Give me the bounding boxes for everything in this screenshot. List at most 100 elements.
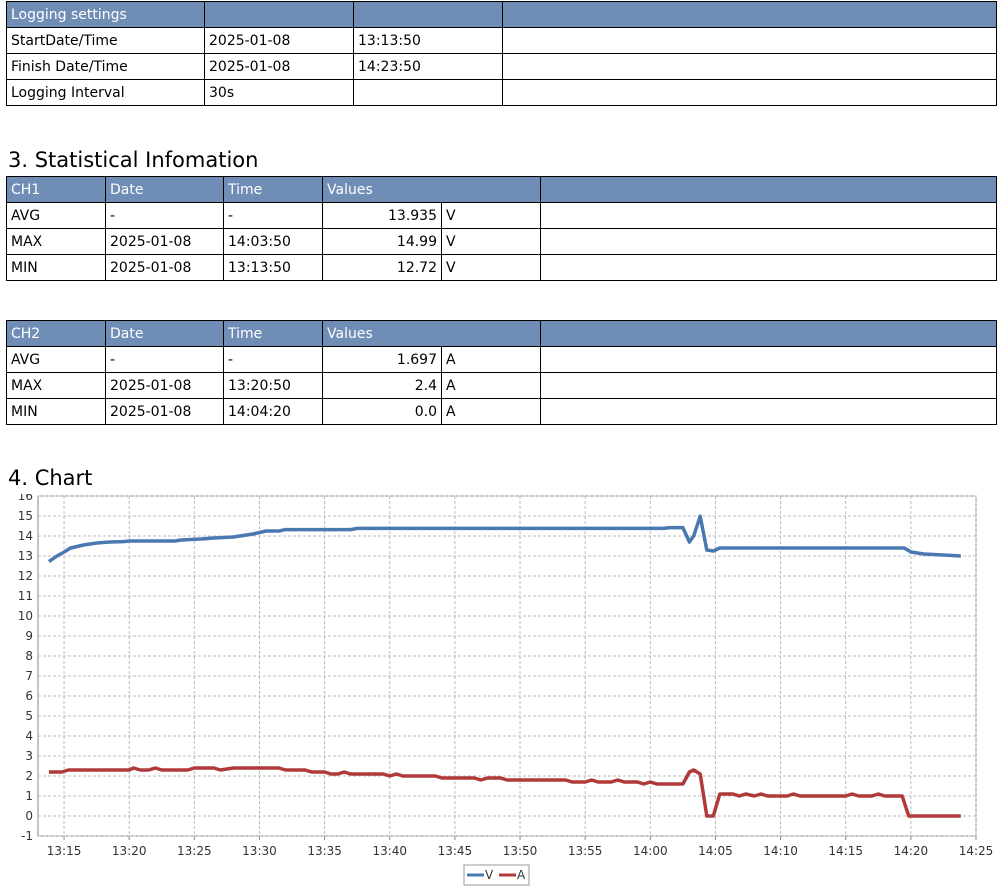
legend-label-a: A: [517, 868, 526, 882]
ch1-header-row: CH1 Date Time Values: [6, 176, 997, 203]
start-time-value: 13:13:50: [353, 27, 503, 54]
ch2-header-row: CH2 Date Time Values: [6, 320, 997, 347]
gridlines: [38, 495, 977, 837]
stat-label: AVG: [6, 202, 106, 229]
y-tick-label: -1: [21, 829, 33, 843]
y-tick-label: 2: [25, 769, 33, 783]
stat-value: 1.697: [322, 346, 442, 373]
stat-time: -: [223, 202, 323, 229]
stat-date: -: [105, 202, 224, 229]
y-tick-label: 3: [25, 749, 33, 763]
table-row: StartDate/Time 2025-01-08 13:13:50: [6, 27, 997, 54]
stat-value: 13.935: [322, 202, 442, 229]
series-line-v: [47, 514, 961, 564]
ch1-stats-table: CH1 Date Time Values AVG - - 13.935 V MA…: [6, 176, 997, 281]
stat-unit: V: [441, 202, 541, 229]
stat-label: MAX: [6, 228, 106, 255]
series-lines: [47, 514, 961, 818]
x-tick-label: 13:50: [503, 844, 538, 858]
empty-cell: [540, 346, 997, 373]
y-tick-label: 13: [18, 549, 33, 563]
date-header: Date: [105, 176, 224, 203]
values-header: Values: [322, 320, 541, 347]
finish-time-value: 14:23:50: [353, 53, 503, 80]
y-tick-label: 15: [18, 509, 33, 523]
x-tick-label: 14:00: [633, 844, 668, 858]
y-tick-label: 12: [18, 569, 33, 583]
values-header: Values: [322, 176, 541, 203]
table-row: AVG - - 1.697 A: [6, 346, 997, 373]
x-tick-label: 14:05: [698, 844, 733, 858]
ch2-header: CH2: [6, 320, 106, 347]
empty-cell: [502, 27, 997, 54]
stat-label: MAX: [6, 372, 106, 399]
x-tick-label: 13:35: [307, 844, 342, 858]
stat-unit: A: [441, 398, 541, 425]
empty-cell: [540, 228, 997, 255]
finish-date-value: 2025-01-08: [204, 53, 354, 80]
x-tick-label: 13:55: [568, 844, 603, 858]
time-header: Time: [223, 176, 323, 203]
header-blank: [204, 1, 354, 28]
y-tick-label: 16: [18, 494, 33, 503]
logging-interval-value: 30s: [204, 79, 354, 106]
stat-time: -: [223, 346, 323, 373]
x-tick-label: 13:30: [242, 844, 277, 858]
y-tick-label: 9: [25, 629, 33, 643]
table-row: MAX 2025-01-08 14:03:50 14.99 V: [6, 228, 997, 255]
table-row: Logging Interval 30s: [6, 79, 997, 106]
empty-cell: [540, 254, 997, 281]
x-tick-label: 13:40: [372, 844, 407, 858]
stat-date: 2025-01-08: [105, 254, 224, 281]
y-tick-label: 4: [25, 729, 33, 743]
empty-cell: [540, 372, 997, 399]
stat-date: -: [105, 346, 224, 373]
y-tick-label: 1: [25, 789, 33, 803]
y-tick-label: 11: [18, 589, 33, 603]
date-header: Date: [105, 320, 224, 347]
x-tick-label: 14:20: [894, 844, 929, 858]
x-tick-label: 13:15: [47, 844, 82, 858]
y-tick-label: 7: [25, 669, 33, 683]
chart-section-title: 4. Chart: [8, 466, 93, 490]
legend-label-v: V: [485, 868, 494, 882]
x-axis-ticks: 13:15 13:20 13:25 13:30 13:35 13:40 13:45 13:50…: [47, 836, 994, 858]
time-header: Time: [223, 320, 323, 347]
empty-cell: [502, 53, 997, 80]
stat-time: 14:04:20: [223, 398, 323, 425]
table-row: AVG - - 13.935 V: [6, 202, 997, 229]
stat-unit: A: [441, 346, 541, 373]
table-row: MIN 2025-01-08 14:04:20 0.0 A: [6, 398, 997, 425]
y-tick-label: 5: [25, 709, 33, 723]
header-blank: [540, 176, 997, 203]
y-tick-label: 0: [25, 809, 33, 823]
x-tick-label: 14:10: [763, 844, 798, 858]
stat-time: 13:13:50: [223, 254, 323, 281]
stat-label: MIN: [6, 398, 106, 425]
x-tick-label: 13:25: [177, 844, 212, 858]
y-tick-label: 8: [25, 649, 33, 663]
logging-interval-label: Logging Interval: [6, 79, 205, 106]
x-tick-label: 14:25: [959, 844, 994, 858]
y-tick-label: 14: [18, 529, 33, 543]
header-blank: [502, 1, 997, 28]
empty-cell: [502, 79, 997, 106]
x-tick-label: 13:45: [438, 844, 473, 858]
stat-date: 2025-01-08: [105, 372, 224, 399]
logging-settings-header: Logging settings: [6, 1, 205, 28]
legend-box: [463, 864, 530, 886]
ch2-stats-table: CH2 Date Time Values AVG - - 1.697 A MAX…: [6, 320, 997, 425]
start-datetime-label: StartDate/Time: [6, 27, 205, 54]
series-line-a: [48, 766, 961, 818]
logging-settings-header-row: Logging settings: [6, 1, 997, 28]
stat-value: 2.4: [322, 372, 442, 399]
statistical-info-title: 3. Statistical Infomation: [8, 148, 259, 172]
empty-cell: [540, 398, 997, 425]
header-blank: [353, 1, 503, 28]
stat-unit: V: [441, 254, 541, 281]
stat-value: 0.0: [322, 398, 442, 425]
y-tick-label: 6: [25, 689, 33, 703]
stat-value: 12.72: [322, 254, 442, 281]
